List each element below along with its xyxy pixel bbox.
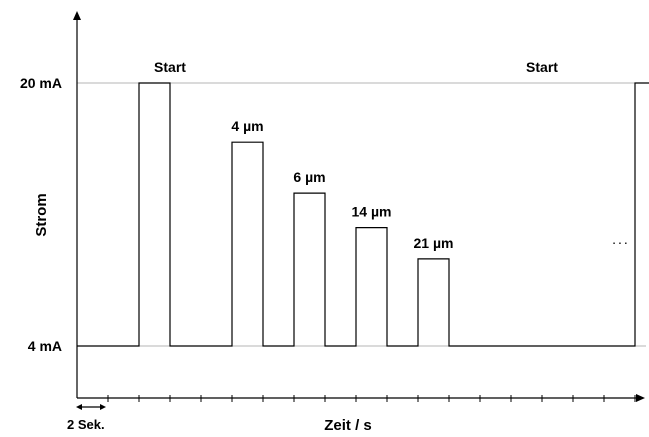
y-axis-label: Strom: [33, 193, 50, 236]
pulse-label: Start: [154, 59, 186, 75]
pulse-label: 21 µm: [414, 235, 454, 251]
x-scale-label: 2 Sek.: [67, 417, 105, 432]
ellipsis-indicator: ...: [612, 231, 630, 247]
ytick-label-20ma: 20 mA: [20, 75, 62, 91]
pulse-label: Start: [526, 59, 558, 75]
pulse-label: 4 µm: [231, 118, 263, 134]
ytick-label-4ma: 4 mA: [28, 338, 62, 354]
pulse-label: 14 µm: [352, 204, 392, 220]
y-axis-arrow: [73, 11, 81, 20]
x-axis-label: Zeit / s: [324, 417, 372, 434]
scale-arrow-right: [100, 404, 106, 410]
scale-arrow-left: [76, 404, 82, 410]
x-axis-arrow: [636, 394, 645, 402]
pulse-label: 6 µm: [293, 169, 325, 185]
signal-line: [77, 82, 649, 347]
